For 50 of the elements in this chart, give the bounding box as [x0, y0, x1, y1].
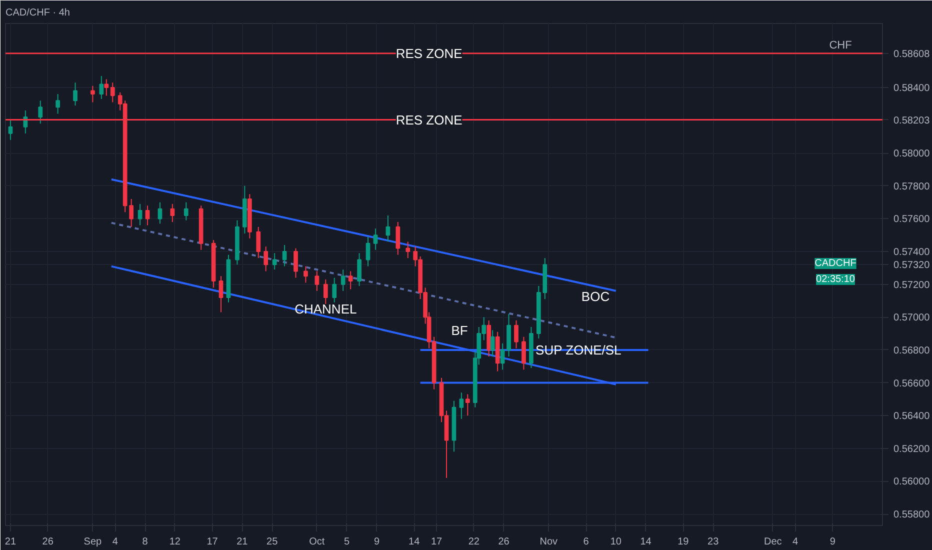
y-tick-label: 0.58000: [894, 148, 930, 160]
x-tick-label: 26: [498, 536, 510, 548]
x-tick-label: 25: [266, 536, 278, 548]
y-tick-label: 0.55800: [894, 510, 930, 521]
y-tick-label: 0.56800: [894, 345, 930, 356]
x-tick-label: 6: [583, 536, 590, 548]
x-tick-label: 26: [42, 536, 54, 548]
x-tick-label: 14: [640, 536, 652, 548]
x-tick-label: 17: [206, 536, 218, 548]
x-tick-label: 14: [408, 536, 420, 548]
y-tick-label: 0.56600: [894, 378, 930, 390]
x-tick-label: 8: [142, 536, 148, 548]
y-tick-label: 0.58608: [894, 48, 930, 60]
x-tick-label: 19: [678, 536, 690, 548]
y-tick-label: 0.56400: [894, 411, 930, 422]
y-tick-label: 0.57600: [894, 214, 930, 226]
y-tick-label: 0.57800: [894, 181, 930, 192]
ref-line-label: RES ZONE: [396, 46, 463, 61]
y-tick-label: 0.57400: [894, 247, 930, 258]
x-tick-label: 4: [792, 536, 799, 548]
annotation: BOC: [581, 289, 610, 304]
x-tick-label: Sep: [84, 536, 102, 548]
ref-line-label: RES ZONE: [396, 112, 463, 128]
annotation: CHF: [829, 40, 852, 52]
chart-title: CAD/CHF · 4h: [6, 8, 70, 18]
y-tick-label: 0.56200: [894, 444, 930, 455]
y-tick-label: 0.56000: [894, 476, 930, 488]
x-tick-label: Nov: [540, 536, 558, 548]
x-tick-label: 22: [468, 536, 480, 548]
x-tick-label: 17: [430, 536, 443, 548]
x-tick-label: Dec: [764, 536, 782, 548]
x-tick-label: Oct: [309, 536, 325, 548]
x-tick-label: 21: [236, 536, 248, 548]
annotation: 02:35:10: [816, 274, 856, 285]
x-tick-label: 21: [4, 536, 16, 548]
x-tick-label: 23: [708, 536, 720, 548]
y-tick-label: 0.58400: [894, 82, 930, 94]
annotation: CADCHF: [814, 258, 856, 269]
annotation: BF: [451, 323, 468, 338]
x-tick-label: 9: [830, 536, 836, 548]
x-tick-label: 4: [112, 536, 118, 548]
x-tick-label: 5: [344, 536, 350, 548]
y-tick-label: 0.57200: [894, 280, 930, 291]
x-tick-label: 12: [169, 536, 181, 548]
x-tick-label: 9: [374, 536, 380, 548]
y-tick-label: 0.57000: [894, 312, 930, 324]
y-tick-label: 0.57320: [894, 260, 930, 272]
y-tick-label: 0.58203: [894, 115, 930, 126]
x-tick-label: 10: [610, 536, 622, 548]
annotation: CHANNEL: [294, 301, 357, 316]
